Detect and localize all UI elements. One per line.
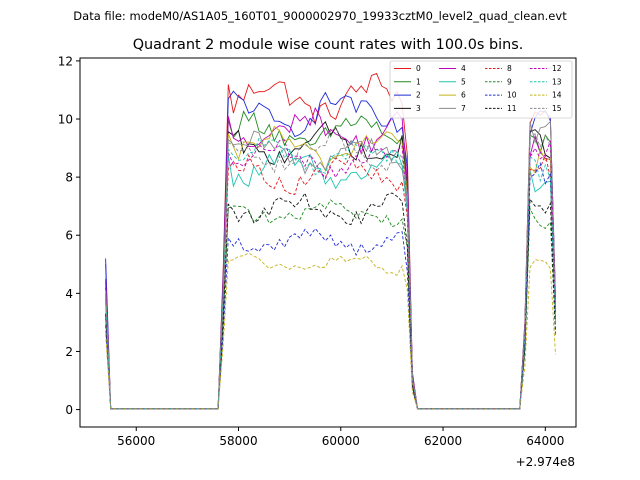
legend-label-2: 2	[416, 91, 421, 100]
legend-label-11: 11	[507, 104, 517, 113]
series-line-2	[105, 90, 556, 410]
y-tick-label: 8	[65, 171, 73, 185]
x-tick-label: 58000	[219, 434, 257, 448]
x-axis: 56000 58000 60000 62000 64000	[117, 427, 564, 448]
figure-suptitle: Data file: modeM0/AS1A05_160T01_90000029…	[73, 9, 567, 23]
series-line-0	[105, 72, 556, 410]
x-tick-label: 62000	[424, 434, 462, 448]
legend-label-7: 7	[461, 104, 466, 113]
x-axis-offset-label: +2.974e8	[516, 455, 575, 469]
legend-label-12: 12	[552, 64, 562, 73]
series-line-15	[105, 127, 556, 410]
series-line-3	[105, 120, 556, 410]
y-tick-label: 12	[58, 54, 73, 68]
plot-area-frame	[79, 57, 577, 428]
legend-label-14: 14	[552, 91, 562, 100]
y-tick-label: 0	[65, 403, 73, 417]
y-tick-label: 4	[65, 287, 73, 301]
legend-label-9: 9	[507, 77, 512, 86]
series-line-7	[105, 120, 556, 410]
legend-label-13: 13	[552, 77, 562, 86]
series-line-11	[105, 191, 556, 410]
legend-label-15: 15	[552, 104, 562, 113]
x-tick-label: 56000	[117, 434, 155, 448]
x-tick-label: 60000	[322, 434, 360, 448]
legend-label-10: 10	[507, 91, 517, 100]
series-line-9	[105, 199, 556, 410]
series-line-12	[105, 139, 556, 410]
legend-label-4: 4	[461, 64, 466, 73]
legend-label-1: 1	[416, 77, 421, 86]
legend-label-8: 8	[507, 64, 512, 73]
series-line-5	[105, 148, 556, 410]
legend-label-3: 3	[416, 104, 421, 113]
y-tick-label: 2	[65, 345, 73, 359]
y-axis: 0 2 4 6 8 10 12	[58, 54, 80, 417]
series-line-6	[105, 125, 556, 410]
legend-label-6: 6	[461, 91, 466, 100]
series-line-14	[105, 252, 556, 410]
x-tick-label: 64000	[526, 434, 564, 448]
legend-box	[389, 60, 573, 119]
legend-label-5: 5	[461, 77, 466, 86]
y-tick-label: 6	[65, 229, 73, 243]
series-layer	[105, 72, 556, 410]
legend-label-0: 0	[416, 64, 421, 73]
y-tick-label: 10	[58, 113, 73, 127]
chart-title: Quadrant 2 module wise count rates with …	[133, 37, 524, 53]
series-line-8	[105, 152, 556, 410]
series-line-13	[105, 137, 556, 410]
